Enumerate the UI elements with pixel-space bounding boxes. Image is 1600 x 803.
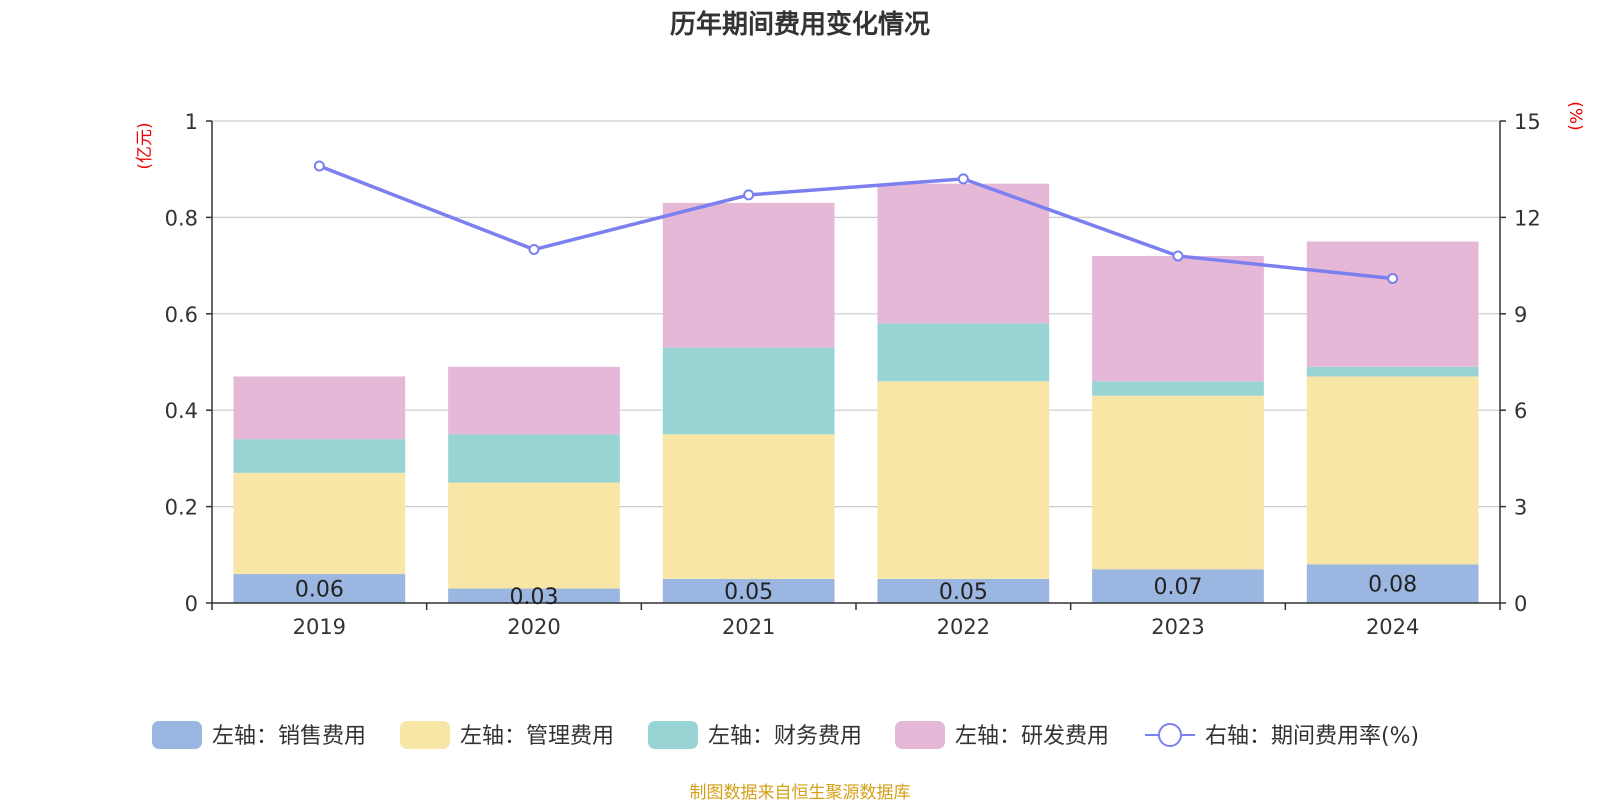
data-label: 0.08 (1368, 573, 1417, 598)
bar-segment (662, 347, 835, 435)
data-source-credit: 制图数据来自恒生聚源数据库 (689, 783, 911, 803)
right-tick-label: 0 (1514, 592, 1527, 616)
rate-point (528, 244, 540, 256)
legend-swatch (648, 721, 698, 749)
legend-label: 右轴：期间费用率(%) (1205, 724, 1419, 749)
rate-point (1172, 250, 1184, 262)
legend-swatch (400, 721, 450, 749)
right-tick-label: 3 (1514, 496, 1527, 520)
bar-segment (1092, 569, 1264, 603)
right-tick-label: 9 (1514, 303, 1527, 327)
bar-segment (448, 366, 620, 435)
x-tick-label: 2019 (293, 615, 346, 639)
x-tick-label: 2022 (937, 615, 990, 639)
left-tick-label: 0.6 (165, 303, 198, 327)
bar-segment (877, 323, 1050, 382)
left-axis-unit: (亿元) (135, 122, 155, 169)
right-tick-label: 6 (1514, 399, 1527, 423)
legend-label: 左轴：财务费用 (708, 724, 862, 749)
bar-segment (1092, 395, 1264, 570)
bar-segment (1306, 241, 1479, 367)
bar-segment (877, 578, 1050, 603)
left-tick-label: 0.2 (165, 496, 198, 520)
data-label: 0.06 (295, 578, 344, 603)
bar-segment (233, 574, 406, 603)
bar-segment (877, 183, 1050, 324)
bar-segment (662, 434, 835, 579)
left-tick-label: 1 (185, 110, 198, 134)
x-tick-label: 2023 (1151, 615, 1204, 639)
left-tick-label: 0.4 (165, 399, 198, 423)
data-label: 0.05 (724, 580, 773, 605)
rate-point (743, 189, 755, 201)
bar-segment (1092, 381, 1264, 396)
bar-segment (448, 434, 620, 483)
rate-point (957, 173, 969, 185)
data-label: 0.05 (939, 580, 988, 605)
data-label: 0.07 (1154, 575, 1203, 600)
bar-segment (233, 376, 406, 440)
bar-segment (448, 588, 620, 603)
bar-segment (1306, 564, 1479, 603)
bar-segment (1092, 255, 1264, 382)
right-axis-unit: (%) (1565, 101, 1585, 130)
legend-label: 左轴：销售费用 (212, 724, 366, 749)
bar-segment (233, 472, 406, 575)
rate-point (313, 160, 325, 172)
bar-segment (662, 578, 835, 603)
bar-segment (1306, 376, 1479, 565)
bar-segment (233, 439, 406, 473)
bar-segment (662, 202, 835, 348)
chart-title: 历年期间费用变化情况 (669, 10, 930, 40)
bar-segment (1306, 366, 1479, 377)
legend-marker-icon (1158, 723, 1182, 747)
x-tick-label: 2021 (722, 615, 775, 639)
rate-line (318, 164, 1393, 281)
legend-label: 左轴：研发费用 (955, 724, 1109, 749)
right-tick-label: 15 (1514, 110, 1541, 134)
rate-point (1387, 272, 1399, 284)
left-tick-label: 0.8 (165, 206, 198, 230)
legend-label: 左轴：管理费用 (460, 724, 614, 749)
bar-segment (877, 381, 1050, 579)
bar-segment (448, 482, 620, 589)
legend-swatch (895, 721, 945, 749)
legend-swatch (152, 721, 202, 749)
x-tick-label: 2024 (1366, 615, 1419, 639)
left-tick-label: 0 (185, 592, 198, 616)
x-tick-label: 2020 (507, 615, 560, 639)
right-tick-label: 12 (1514, 206, 1541, 230)
data-label: 0.03 (510, 585, 559, 610)
